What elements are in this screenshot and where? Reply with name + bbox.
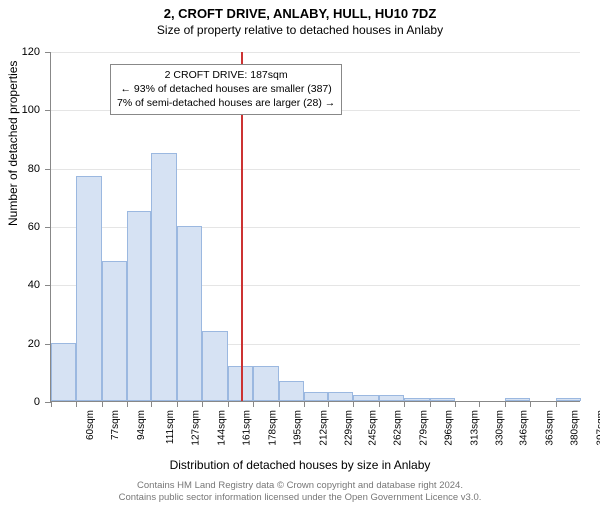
x-tick-label: 195sqm xyxy=(293,410,304,446)
x-tick-label: 296sqm xyxy=(444,410,455,446)
y-tick xyxy=(45,285,51,286)
x-tick-label: 380sqm xyxy=(570,410,581,446)
x-tick-label: 60sqm xyxy=(85,410,96,440)
histogram-bar xyxy=(253,366,278,401)
x-tick-label: 77sqm xyxy=(110,410,121,440)
y-tick-label: 0 xyxy=(10,396,40,408)
y-axis-label: Number of detached properties xyxy=(6,61,20,226)
footer-line-2: Contains public sector information licen… xyxy=(0,492,600,504)
chart-title-main: 2, CROFT DRIVE, ANLABY, HULL, HU10 7DZ xyxy=(0,6,600,21)
histogram-bar xyxy=(379,395,404,401)
y-tick xyxy=(45,169,51,170)
x-tick-label: 144sqm xyxy=(216,410,227,446)
y-tick-label: 80 xyxy=(10,163,40,175)
x-tick-label: 111sqm xyxy=(165,410,176,444)
histogram-bar xyxy=(404,398,429,401)
gridline xyxy=(51,169,580,170)
annotation-line-1: 2 CROFT DRIVE: 187sqm xyxy=(117,68,335,82)
x-tick xyxy=(127,401,128,407)
x-tick-label: 161sqm xyxy=(242,410,253,446)
x-tick-label: 279sqm xyxy=(418,410,429,446)
x-tick xyxy=(530,401,531,407)
histogram-bar xyxy=(556,398,581,401)
annotation-line-2: ← 93% of detached houses are smaller (38… xyxy=(117,82,335,96)
chart-area: 02040608010012060sqm77sqm94sqm111sqm127s… xyxy=(50,52,580,402)
histogram-bar xyxy=(279,381,304,401)
x-tick xyxy=(279,401,280,407)
x-tick-label: 330sqm xyxy=(495,410,506,446)
x-tick xyxy=(479,401,480,407)
gridline xyxy=(51,52,580,53)
x-tick xyxy=(253,401,254,407)
x-tick-label: 178sqm xyxy=(267,410,278,446)
histogram-bar xyxy=(151,153,176,401)
x-tick xyxy=(505,401,506,407)
x-tick-label: 397sqm xyxy=(595,410,600,446)
histogram-bar xyxy=(102,261,127,401)
x-tick xyxy=(76,401,77,407)
histogram-bar xyxy=(177,226,202,401)
annotation-line-3: 7% of semi-detached houses are larger (2… xyxy=(117,96,335,110)
chart-title-sub: Size of property relative to detached ho… xyxy=(0,23,600,37)
x-tick xyxy=(51,401,52,407)
histogram-bar xyxy=(505,398,530,401)
x-tick-label: 363sqm xyxy=(544,410,555,446)
histogram-bar xyxy=(51,343,76,401)
histogram-bar xyxy=(353,395,378,401)
histogram-bar xyxy=(304,392,328,401)
x-tick xyxy=(556,401,557,407)
x-tick-label: 346sqm xyxy=(519,410,530,446)
x-tick-label: 229sqm xyxy=(344,410,355,446)
y-tick xyxy=(45,52,51,53)
x-tick-label: 127sqm xyxy=(191,410,202,446)
x-tick xyxy=(304,401,305,407)
histogram-bar xyxy=(328,392,353,401)
histogram-bar xyxy=(202,331,227,401)
footer-attribution: Contains HM Land Registry data © Crown c… xyxy=(0,480,600,504)
x-tick xyxy=(353,401,354,407)
histogram-bar xyxy=(127,211,151,401)
histogram-bar xyxy=(430,398,455,401)
x-tick xyxy=(379,401,380,407)
y-tick-label: 20 xyxy=(10,338,40,350)
y-tick-label: 40 xyxy=(10,279,40,291)
x-tick-label: 212sqm xyxy=(318,410,329,446)
x-tick xyxy=(430,401,431,407)
x-axis-label: Distribution of detached houses by size … xyxy=(0,458,600,472)
x-tick xyxy=(328,401,329,407)
x-tick-label: 313sqm xyxy=(469,410,480,446)
x-tick xyxy=(455,401,456,407)
footer-line-1: Contains HM Land Registry data © Crown c… xyxy=(0,480,600,492)
x-tick xyxy=(177,401,178,407)
x-tick-label: 262sqm xyxy=(393,410,404,446)
y-tick-label: 100 xyxy=(10,104,40,116)
y-tick xyxy=(45,110,51,111)
y-tick-label: 60 xyxy=(10,221,40,233)
x-tick xyxy=(151,401,152,407)
annotation-box: 2 CROFT DRIVE: 187sqm ← 93% of detached … xyxy=(110,64,342,115)
histogram-bar xyxy=(76,176,101,401)
x-tick xyxy=(404,401,405,407)
y-tick xyxy=(45,227,51,228)
x-tick xyxy=(228,401,229,407)
x-tick-label: 245sqm xyxy=(368,410,379,446)
y-tick-label: 120 xyxy=(10,46,40,58)
x-tick xyxy=(202,401,203,407)
x-tick-label: 94sqm xyxy=(136,410,147,440)
x-tick xyxy=(102,401,103,407)
